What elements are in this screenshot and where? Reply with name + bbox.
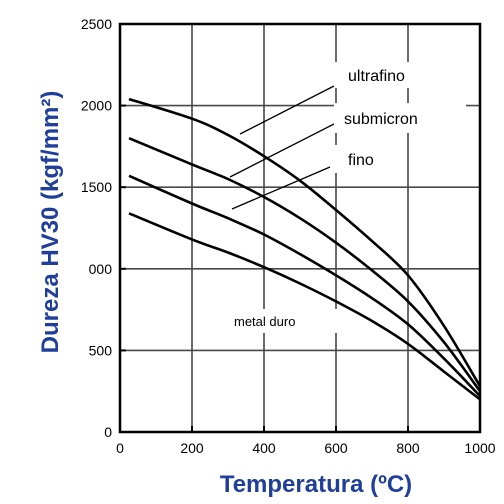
- x-axis-label: Temperatura (ºC): [220, 471, 412, 498]
- series-line-fino: [128, 174, 481, 397]
- leader-line-ultrafino: [239, 85, 335, 135]
- x-tick-label-800: 800: [396, 440, 420, 456]
- y-tick-labels: 0 500 000 1500 2000 2500: [81, 16, 112, 440]
- y-tick-label-1500: 1500: [81, 179, 112, 195]
- series-line-submicron: [128, 137, 482, 392]
- x-tick-label-200: 200: [180, 440, 204, 456]
- series-label-metal-duro: metal duro: [234, 314, 295, 329]
- x-tick-labels: 0 200 400 600 800 1000: [116, 440, 496, 456]
- series-label-submicron: submicron: [344, 111, 418, 128]
- x-tick-label-400: 400: [252, 440, 276, 456]
- x-tick-label-600: 600: [324, 440, 348, 456]
- label-background-fino: [334, 145, 400, 173]
- x-tick-label-0: 0: [116, 440, 124, 456]
- series-label-fino: fino: [348, 152, 374, 169]
- y-tick-label-2000: 2000: [81, 98, 112, 114]
- y-tick-label-000: 000: [89, 261, 113, 277]
- label-background-submicron: [334, 103, 466, 133]
- leader-line-submicron: [229, 123, 335, 178]
- grid: [120, 24, 480, 432]
- x-tick-label-1000: 1000: [464, 440, 495, 456]
- series-label-boxes: ultrafino submicron fino metal duro: [228, 62, 466, 333]
- label-background-ultrafino: [334, 62, 458, 88]
- series-label-ultrafino: ultrafino: [348, 68, 405, 85]
- plot-frame: [118, 22, 482, 434]
- series-line-ultrafino: [128, 97, 482, 387]
- leader-line-fino: [231, 166, 331, 210]
- axes-box: [118, 22, 482, 434]
- y-axis-label: Dureza HV30 (kgf/mm²): [37, 91, 64, 354]
- y-tick-label-2500: 2500: [81, 16, 112, 32]
- label-background-metal-duro: [228, 309, 338, 333]
- y-tick-label-0: 0: [104, 424, 112, 440]
- curves: [128, 97, 482, 401]
- series-line-metal-duro: [128, 212, 481, 401]
- label-leader-lines: [229, 85, 335, 210]
- y-tick-label-500: 500: [89, 342, 113, 358]
